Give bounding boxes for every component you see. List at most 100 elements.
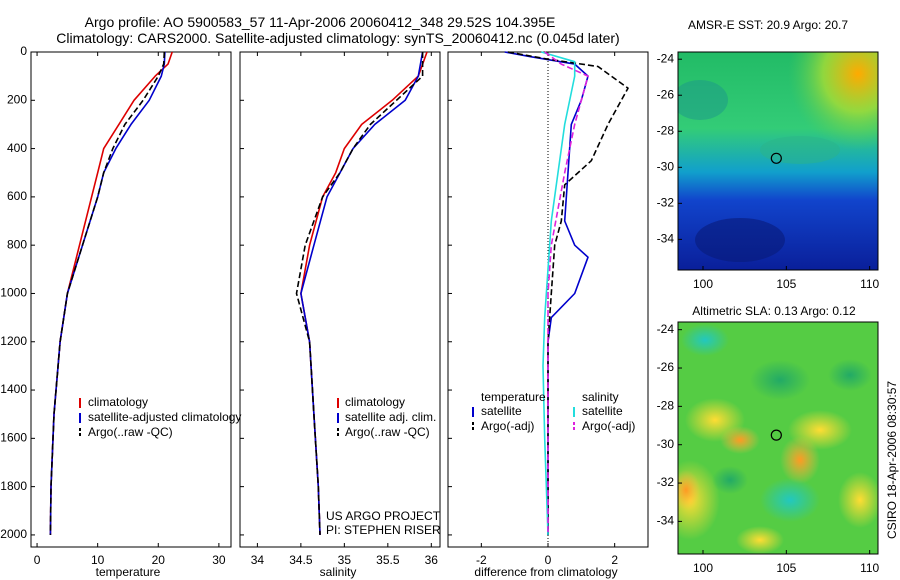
series-line-climatology [300,51,428,535]
sst-heatmap [678,52,878,270]
y-tick-label: 400 [7,141,27,155]
difference-panel: -2 0 2 difference from climatology tempera… [447,51,649,579]
y-tick-label: -24 [657,51,675,65]
sla-low-patch [750,360,810,400]
x-axis-label: difference from climatology [474,565,617,579]
y-tick-label: -32 [657,196,675,210]
sla-high-patch [838,472,878,528]
salinity-panel: 34 34.5 35 35.5 36 salinity climatology sate… [239,51,441,579]
series-line-argo-raw-qc [295,52,424,535]
x-tick-label: 110 [860,561,879,575]
sla-low-patch [712,466,748,494]
x-tick-label: 30 [212,553,226,567]
y-tick-label: 600 [7,189,27,203]
x-tick-label: 34.5 [289,553,313,567]
legend-label-argo: Argo(..raw -QC) [88,425,173,439]
y-tick-label: -34 [657,232,675,246]
sst-deep-patch [695,218,785,262]
sst-cool-patch [760,136,840,164]
y-tick-label: 1400 [0,382,27,396]
x-axis-label: temperature [96,565,161,579]
x-tick-label: 20 [152,553,166,567]
sla-heatmap [678,322,878,554]
legend-label-climatology: climatology [88,395,148,409]
sla-map-axes: 100 105 110 -24 -26 -28 -30 -32 -34 [657,322,880,575]
y-tick-label: -30 [657,159,675,173]
argo-location-marker [770,152,782,164]
legend-label-temp-argo: Argo(-adj) [481,419,534,433]
chart-title-line2: Climatology: CARS2000. Satellite-adjuste… [56,30,620,46]
y-tick-label: -24 [657,322,675,336]
y-tick-label: 200 [7,92,27,106]
legend-heading-salinity: salinity [582,390,619,404]
x-tick-label: 105 [776,277,796,291]
sla-high-patch [720,426,760,454]
series-line-salinity-satellite [541,51,576,535]
pi-annotation: PI: STEPHEN RISER [326,523,441,537]
legend-label-temp-satellite: satellite [481,404,522,418]
sla-high-patch [678,470,700,510]
temperature-lines [49,51,173,535]
temperature-legend: climatology satellite-adjusted climatolo… [79,395,241,439]
y-tick-label: -28 [657,123,675,137]
map-frame [677,51,879,271]
sla-map-title: Altimetric SLA: 0.13 Argo: 0.12 [692,304,856,318]
sla-high-patch [780,436,820,484]
depth-axis: 0 200 400 600 800 1000 1200 1400 1600 1800 2000 [0,44,35,541]
y-tick-label: -34 [657,514,675,528]
salinity-legend: climatology satellite adj. clim. Argo(..… [337,395,436,439]
difference-legend: temperature satellite Argo(-adj) salinit… [472,390,635,433]
series-line-climatology [49,51,173,535]
legend-label-sal-satellite: satellite [582,404,623,418]
legend-label-argo: Argo(..raw -QC) [345,425,430,439]
difference-lines [504,51,629,535]
chart-title-line1: Argo profile: AO 5900583_57 11-Apr-2006 … [84,14,556,30]
y-tick-label: 0 [20,44,27,58]
temperature-axis: 0 10 20 30 [34,52,226,567]
y-tick-label: 1000 [0,286,27,300]
sst-cool-patch [678,80,728,120]
x-tick-label: 2 [611,553,618,567]
sst-map-title: AMSR-E SST: 20.9 Argo: 20.7 [688,18,848,32]
x-tick-label: 0 [34,553,41,567]
legend-heading-temperature: temperature [481,390,546,404]
series-line-argo-raw-qc [49,51,166,535]
sla-high-patch [736,526,784,554]
x-tick-label: 110 [860,277,879,291]
side-timestamp-label: CSIRO 18-Apr-2006 08:30:57 [885,381,899,539]
x-tick-label: 0 [545,553,552,567]
sla-low-patch [681,324,729,356]
y-tick-label: -32 [657,475,675,489]
y-tick-label: -26 [657,87,675,101]
x-tick-label: 100 [693,277,713,291]
salinity-axis: 34 34.5 35 35.5 36 [251,52,438,567]
x-tick-label: 100 [693,561,713,575]
y-tick-label: 1200 [0,334,27,348]
salinity-lines [295,51,428,535]
y-tick-label: 2000 [0,527,27,541]
y-tick-label: 800 [7,237,27,251]
x-tick-label: 105 [776,561,796,575]
y-tick-label: 1600 [0,431,27,445]
y-tick-label: -26 [657,360,675,374]
x-tick-label: 35 [338,553,352,567]
legend-label-satellite: satellite-adjusted climatology [88,410,241,424]
map-frame [677,321,879,555]
plot-frame [30,51,232,548]
sst-map-axes: 100 105 110 -24 -26 -28 -30 -32 -34 [657,51,880,291]
argo-location-marker [770,429,782,441]
sla-low-patch [760,478,820,522]
temperature-panel: 0 200 400 600 800 1000 1200 1400 1600 1800 2000 0 1… [0,44,241,579]
project-annotation: US ARGO PROJECT [326,509,441,523]
series-line-temperature-argo-adj [507,51,629,535]
x-axis-label: salinity [320,565,357,579]
y-tick-label: -30 [657,437,675,451]
series-line-salinity-argo-adj [544,51,589,535]
x-tick-label: 35.5 [376,553,400,567]
legend-label-climatology: climatology [345,395,405,409]
sla-map-panel: Altimetric SLA: 0.13 Argo: 0.12 100 105 11… [657,304,880,575]
plot-frame [239,51,441,548]
legend-label-satellite: satellite adj. clim. [345,410,436,424]
legend-label-sal-argo: Argo(-adj) [582,419,635,433]
